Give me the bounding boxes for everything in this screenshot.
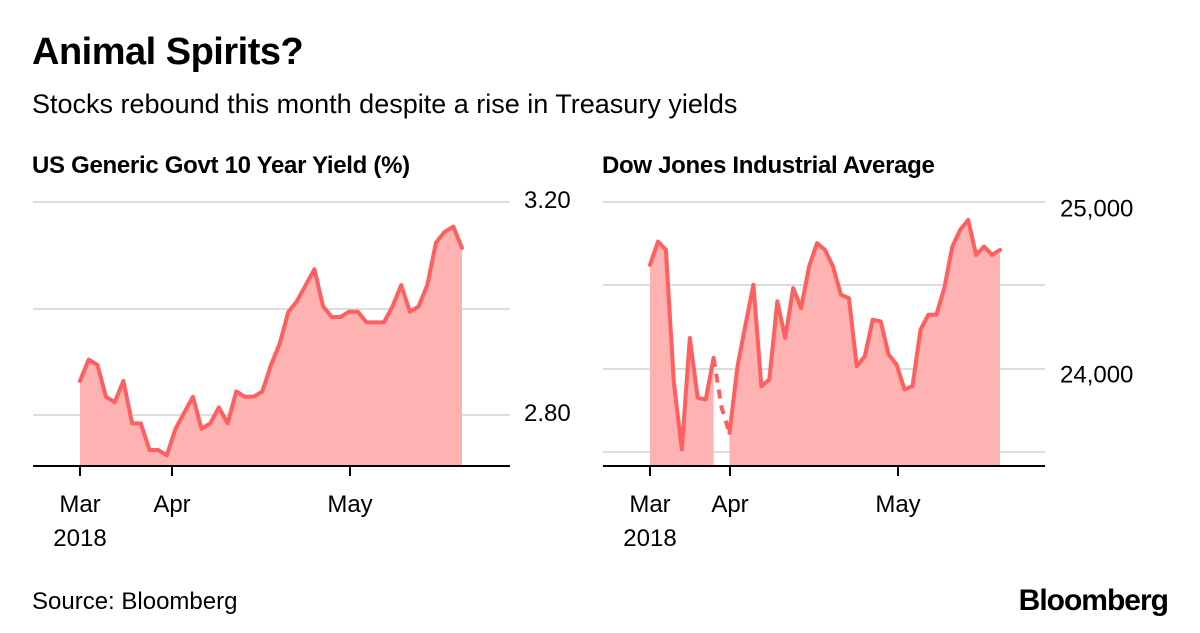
yield-chart-title: US Generic Govt 10 Year Yield (%) xyxy=(32,152,410,179)
chart-subtitle: Stocks rebound this month despite a rise… xyxy=(32,89,738,119)
y-tick-label: 2.80 xyxy=(524,400,571,427)
x-tick-label: Mar xyxy=(629,491,670,518)
series-line xyxy=(648,239,716,452)
x-tick-label: Mar xyxy=(59,491,100,518)
x-tick-label: May xyxy=(875,491,920,518)
dow-chart-title: Dow Jones Industrial Average xyxy=(602,152,935,179)
series-line xyxy=(727,217,1002,435)
area-fill xyxy=(80,226,462,466)
series-line-dashed xyxy=(711,357,732,434)
area-fill xyxy=(729,219,1000,466)
y-tick-label: 3.20 xyxy=(524,187,571,214)
x-tick-label: 2018 xyxy=(623,525,676,552)
chart-title: Animal Spirits? xyxy=(32,31,304,73)
x-tick-label: May xyxy=(327,491,372,518)
y-tick-label: 24,000 xyxy=(1060,362,1133,389)
series-line xyxy=(78,224,464,458)
area-fill xyxy=(650,241,714,466)
y-tick-label: 25,000 xyxy=(1060,195,1133,222)
x-tick-label: Apr xyxy=(711,491,748,518)
source-note: Source: Bloomberg xyxy=(32,588,238,615)
bloomberg-logo: Bloomberg xyxy=(1018,584,1169,617)
yield-chart: 3.20 2.80 Mar 2018 Apr May xyxy=(33,187,571,552)
x-tick-label: Apr xyxy=(153,491,190,518)
x-tick-label: 2018 xyxy=(53,525,106,552)
